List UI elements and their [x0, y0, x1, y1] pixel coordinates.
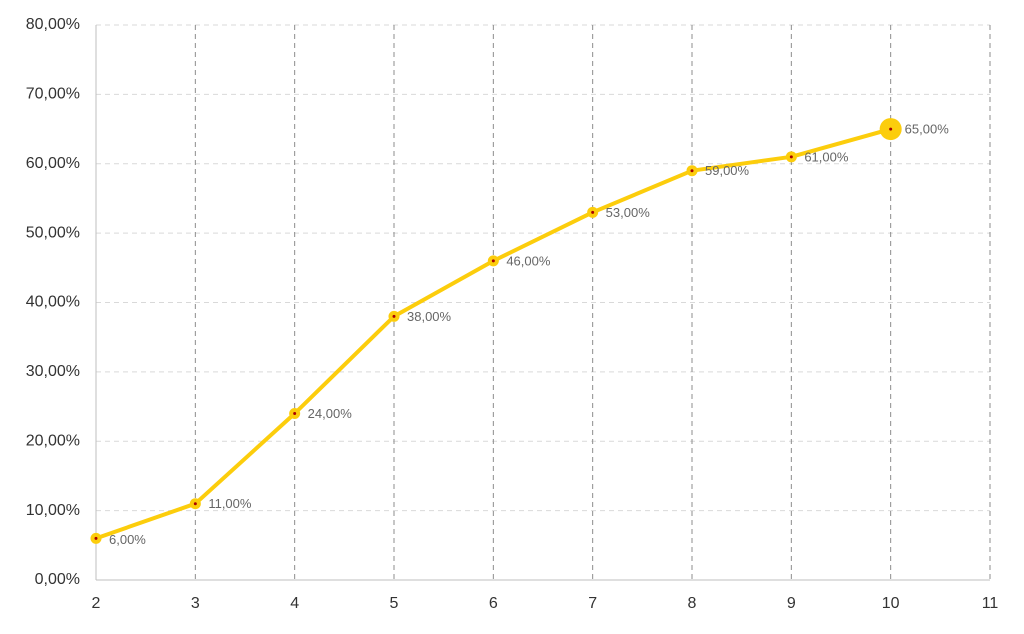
- x-tick-label: 4: [290, 595, 299, 612]
- y-tick-label: 80,00%: [26, 16, 80, 33]
- marker-dot: [94, 536, 98, 540]
- x-tick-label: 7: [588, 595, 597, 612]
- y-tick-label: 10,00%: [26, 502, 80, 519]
- x-tick-label: 3: [191, 595, 200, 612]
- value-label: 24,00%: [308, 406, 353, 421]
- value-label: 38,00%: [407, 309, 452, 324]
- value-label: 65,00%: [905, 122, 950, 137]
- y-tick-label: 0,00%: [35, 571, 80, 588]
- x-tick-label: 11: [982, 595, 999, 612]
- marker-dot: [293, 412, 297, 415]
- marker-dot: [690, 169, 694, 173]
- marker-dot: [392, 314, 396, 318]
- x-tick-label: 9: [787, 595, 796, 612]
- value-label: 6,00%: [109, 532, 146, 547]
- value-label: 59,00%: [705, 163, 750, 178]
- x-tick-label: 8: [688, 595, 697, 612]
- value-label: 61,00%: [804, 149, 849, 164]
- marker-dot: [889, 127, 893, 131]
- x-tick-label: 5: [390, 595, 399, 612]
- y-tick-label: 40,00%: [26, 294, 80, 311]
- x-tick-label: 2: [92, 595, 101, 612]
- y-tick-label: 60,00%: [26, 155, 80, 172]
- marker-dot: [789, 155, 793, 159]
- y-tick-label: 30,00%: [26, 363, 80, 380]
- x-tick-label: 10: [882, 595, 900, 612]
- marker-dot: [193, 502, 197, 506]
- y-tick-label: 70,00%: [26, 86, 80, 103]
- y-tick-label: 20,00%: [26, 432, 80, 449]
- value-label: 53,00%: [606, 205, 651, 220]
- y-tick-label: 50,00%: [26, 224, 80, 241]
- value-label: 46,00%: [506, 253, 551, 268]
- marker-dot: [491, 259, 495, 263]
- value-label: 11,00%: [208, 496, 252, 511]
- marker-dot: [591, 210, 595, 214]
- x-tick-label: 6: [489, 595, 498, 612]
